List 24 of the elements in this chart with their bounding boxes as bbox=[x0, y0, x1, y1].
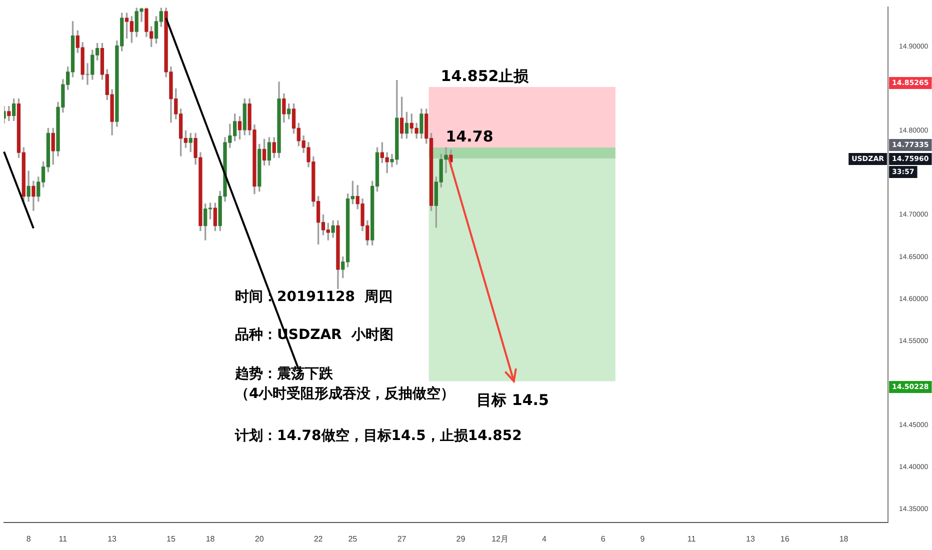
x-tick-label: 6 bbox=[600, 534, 606, 544]
x-tick-label: 8 bbox=[26, 534, 32, 544]
x-tick-label: 9 bbox=[640, 534, 646, 544]
annotation: 计划：14.78做空，目标14.5，止损14.852 bbox=[234, 427, 522, 444]
annotation: 14.78 bbox=[446, 128, 494, 146]
x-tick-label: 20 bbox=[254, 534, 264, 544]
x-tick-label: 12月 bbox=[492, 534, 508, 544]
x-tick-label: 13 bbox=[746, 534, 756, 544]
x-tick-label: 15 bbox=[166, 534, 176, 544]
annotation: （4小时受阻形成吞没，反抽做空） bbox=[235, 385, 455, 402]
x-tick-label: 18 bbox=[839, 534, 849, 544]
annotation: 14.852止损 bbox=[440, 67, 530, 86]
x-tick-label: 11 bbox=[687, 534, 696, 544]
x-tick-label: 4 bbox=[542, 534, 547, 544]
x-tick-label: 16 bbox=[780, 534, 790, 544]
x-tick-label: 18 bbox=[206, 534, 216, 544]
x-tick-label: 22 bbox=[314, 534, 324, 544]
x-tick-label: 25 bbox=[348, 534, 358, 544]
x-tick-label: 27 bbox=[397, 534, 407, 544]
annotation: 趋势：震荡下跌 bbox=[234, 366, 334, 382]
x-tick-label: 13 bbox=[108, 534, 118, 544]
x-tick-label: 29 bbox=[456, 534, 466, 544]
x-tick-label: 11 bbox=[58, 534, 68, 544]
annotation: 目标 14.5 bbox=[476, 390, 549, 409]
